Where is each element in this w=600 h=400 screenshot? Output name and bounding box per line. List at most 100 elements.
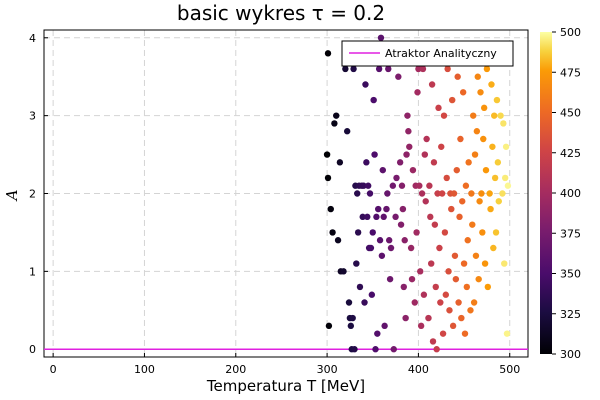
data-point xyxy=(474,73,481,80)
x-tick-label: 200 xyxy=(225,363,246,376)
data-point xyxy=(400,283,408,291)
data-point xyxy=(384,190,391,197)
data-point xyxy=(480,135,487,143)
data-point xyxy=(437,299,444,306)
data-point xyxy=(461,330,469,337)
data-point xyxy=(430,159,438,166)
data-point xyxy=(374,330,381,337)
data-point xyxy=(383,205,390,213)
data-point xyxy=(422,198,429,205)
data-point xyxy=(452,275,460,283)
data-point xyxy=(361,299,368,306)
data-point xyxy=(411,299,418,306)
data-point xyxy=(371,151,378,158)
data-point xyxy=(381,322,388,330)
chart-title: basic wykres τ = 0.2 xyxy=(177,1,385,25)
data-point xyxy=(418,190,426,197)
data-point xyxy=(449,322,457,330)
data-point xyxy=(482,166,490,174)
data-point xyxy=(458,314,465,322)
data-point xyxy=(457,135,464,143)
data-point xyxy=(463,283,471,291)
data-point xyxy=(456,213,463,221)
data-point xyxy=(439,330,447,337)
data-point xyxy=(417,322,425,330)
data-point xyxy=(492,229,500,236)
data-point xyxy=(499,190,506,197)
data-point xyxy=(495,198,502,205)
data-point xyxy=(393,174,400,182)
data-point xyxy=(385,65,392,73)
data-point xyxy=(421,151,429,158)
data-point xyxy=(470,112,477,119)
data-point xyxy=(380,213,387,221)
data-point xyxy=(488,81,495,88)
data-point xyxy=(434,190,441,197)
data-point xyxy=(438,190,446,197)
data-point xyxy=(416,182,423,189)
data-point xyxy=(446,307,453,314)
data-point xyxy=(354,190,361,197)
y-axis: 0 1 2 3 4 xyxy=(29,32,48,356)
data-point xyxy=(345,299,353,306)
data-point xyxy=(450,190,458,197)
y-tick-label: 4 xyxy=(29,32,36,45)
data-point xyxy=(491,112,498,119)
data-point xyxy=(333,112,340,119)
data-point xyxy=(445,268,452,275)
colorbar: 300 325 350 375 400 425 450 475 500 xyxy=(540,26,581,361)
data-point xyxy=(403,151,410,158)
data-point xyxy=(484,283,492,291)
data-point xyxy=(470,299,478,306)
data-point xyxy=(438,143,445,150)
data-point xyxy=(378,252,386,259)
data-point xyxy=(501,174,509,182)
data-point xyxy=(497,112,504,119)
colorbar-gradient xyxy=(540,32,552,354)
data-point xyxy=(386,275,394,283)
y-tick-label: 3 xyxy=(29,110,36,123)
data-point xyxy=(433,346,440,353)
y-axis-label: A xyxy=(3,189,21,202)
x-tick-label: 300 xyxy=(317,363,338,376)
data-point xyxy=(480,104,488,112)
data-point xyxy=(404,112,411,119)
data-point xyxy=(334,237,342,244)
data-point xyxy=(462,182,470,189)
data-point xyxy=(347,322,355,330)
data-point xyxy=(487,205,494,213)
data-point xyxy=(369,229,376,236)
x-axis-label: Temperatura T [MeV] xyxy=(206,377,365,395)
data-point xyxy=(399,205,407,213)
data-point xyxy=(486,190,493,197)
data-point xyxy=(471,151,479,158)
data-point xyxy=(359,213,366,221)
data-point xyxy=(423,135,430,143)
data-point xyxy=(476,198,483,205)
data-point xyxy=(429,338,437,345)
data-point xyxy=(385,237,393,244)
x-tick-label: 400 xyxy=(408,363,429,376)
data-point xyxy=(375,65,383,73)
data-point xyxy=(415,65,422,73)
x-axis: 0 100 200 300 400 500 xyxy=(50,353,520,376)
data-point xyxy=(459,198,466,205)
data-point xyxy=(343,128,351,135)
data-point xyxy=(373,213,380,221)
data-point xyxy=(353,260,360,267)
data-point xyxy=(431,221,439,228)
colorbar-tick-label: 350 xyxy=(560,268,581,281)
data-point xyxy=(481,260,489,267)
data-point xyxy=(441,229,449,236)
colorbar-tick-label: 500 xyxy=(560,26,581,39)
data-point xyxy=(362,81,369,88)
y-tick-label: 0 xyxy=(29,343,36,356)
data-point xyxy=(364,182,372,189)
data-point xyxy=(340,268,347,275)
data-point xyxy=(350,65,357,73)
data-point xyxy=(426,182,433,189)
data-point xyxy=(417,268,424,275)
data-point xyxy=(453,166,460,174)
data-point xyxy=(351,346,358,353)
